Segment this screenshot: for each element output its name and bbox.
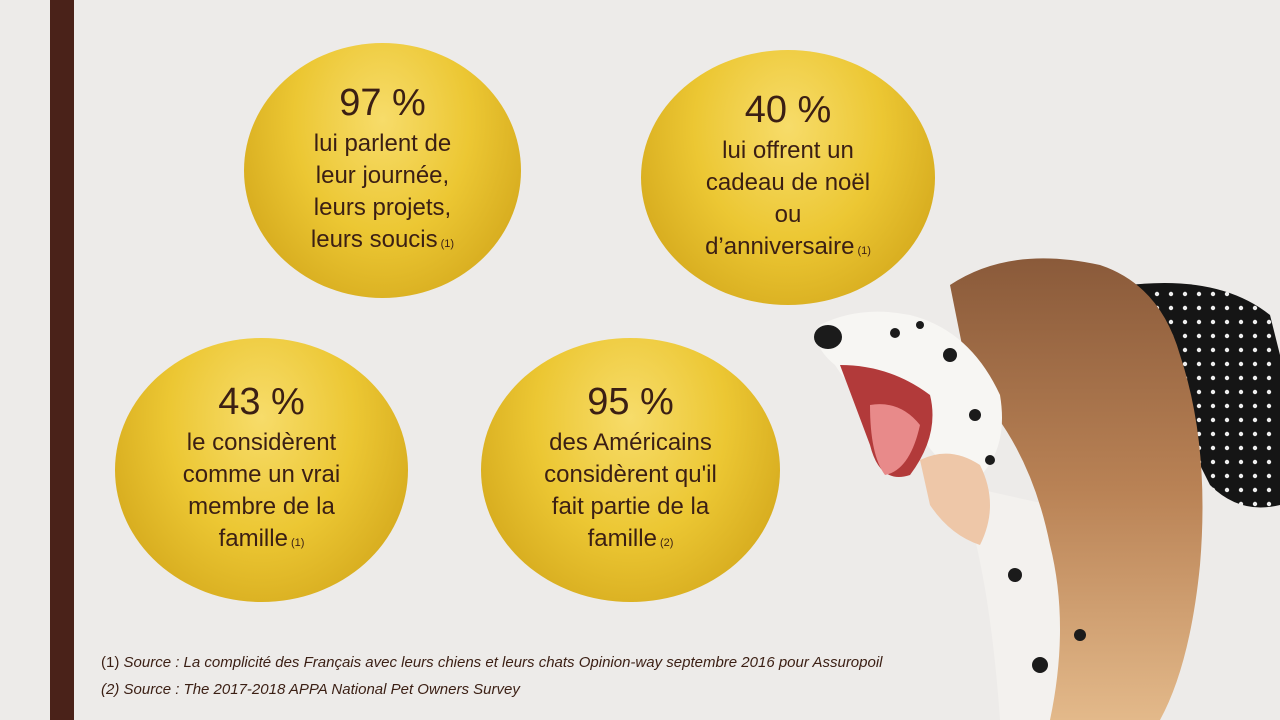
footnote-ref: (1): [440, 237, 455, 250]
stat-line: le considèrent: [186, 429, 337, 456]
stat-line: famille: [587, 525, 657, 552]
stat-line: considèrent qu'il: [544, 461, 717, 488]
source-line-1: (1) Source : La complicité des Français …: [101, 649, 883, 676]
stat-line: cadeau de noël: [705, 168, 871, 196]
stat-percent: 40 %: [744, 88, 832, 131]
stat-percent: 43 %: [218, 381, 305, 423]
stat-line: des Américains: [549, 429, 712, 456]
sources-block: (1) Source : La complicité des Français …: [101, 649, 883, 703]
woman-with-dalmatian-photo: [800, 245, 1280, 720]
stat-line: leur journée,: [315, 161, 450, 189]
stat-bubble-97: 97 % lui parlent de leur journée, leurs …: [244, 43, 521, 298]
source-line-2: (2) Source : The 2017-2018 APPA National…: [101, 676, 883, 703]
source-text: Source : The 2017-2018 APPA National Pet…: [123, 681, 520, 698]
stat-line: ou: [774, 200, 802, 228]
source-text: Source : La complicité des Français avec…: [123, 654, 883, 671]
sidebar-bar: [50, 0, 74, 720]
stat-line: famille: [218, 525, 288, 552]
stat-line: leurs soucis: [310, 225, 438, 253]
footnote-ref: (1): [290, 537, 305, 549]
stat-line: leurs projets,: [313, 193, 452, 221]
stat-bubble-95: 95 % des Américains considèrent qu'il fa…: [481, 338, 780, 602]
stat-line: lui parlent de: [313, 129, 452, 157]
source-num: (2): [101, 681, 120, 698]
source-num: (1): [101, 654, 120, 671]
stat-line: d’anniversaire: [705, 232, 855, 260]
stat-percent: 95 %: [587, 381, 674, 423]
stat-line: lui offrent un: [722, 136, 854, 164]
footnote-ref: (2): [659, 537, 674, 549]
stat-bubble-43: 43 % le considèrent comme un vrai membre…: [115, 338, 408, 602]
stat-percent: 97 %: [339, 81, 426, 124]
stat-bubble-40: 40 % lui offrent un cadeau de noël ou d’…: [641, 50, 935, 305]
footnote-ref: (1): [857, 244, 871, 257]
stat-line: comme un vrai: [182, 461, 341, 488]
stat-line: fait partie de la: [551, 493, 710, 520]
stat-line: membre de la: [188, 493, 335, 520]
